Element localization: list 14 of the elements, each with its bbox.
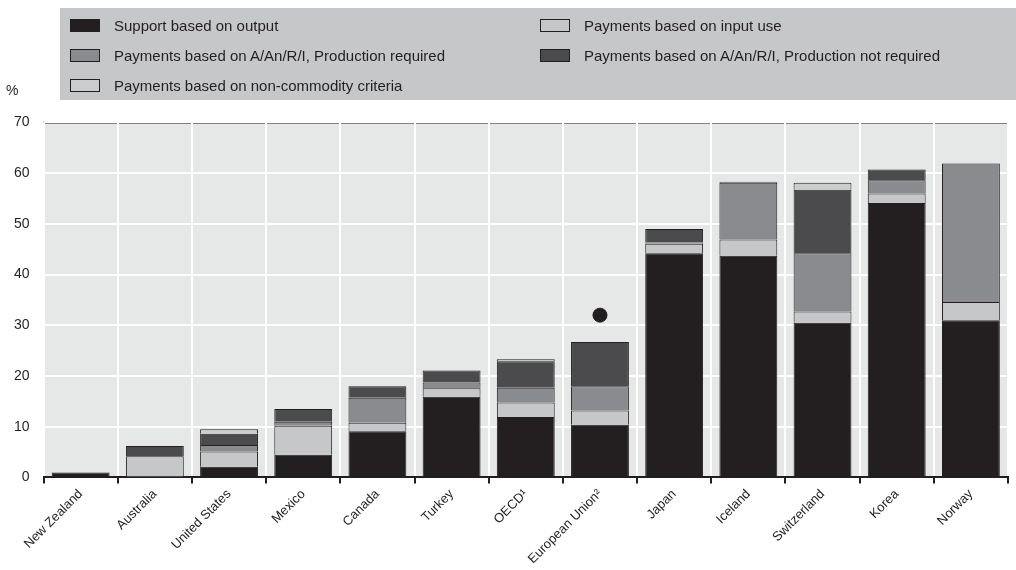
legend-label: Payments based on non-commodity criteria [114, 76, 403, 94]
legend-label: Payments based on input use [584, 16, 782, 34]
y-tick-label: 20 [13, 366, 30, 383]
legend-label: Payments based on A/An/R/I, Production required [114, 46, 446, 64]
y-tick-label: 50 [13, 214, 30, 231]
y-tick-label: 70 [13, 113, 30, 130]
y-tick-label: 10 [13, 417, 30, 434]
legend-label: Payments based on A/An/R/I, Production not required [584, 46, 941, 64]
y-tick-label: 0 [21, 468, 30, 485]
y-tick-label: 40 [13, 265, 30, 282]
y-tick-label: 60 [13, 163, 30, 180]
y-axis-title: % [6, 82, 19, 98]
legend-label: Support based on output [114, 16, 279, 34]
y-tick-label: 30 [13, 316, 30, 333]
